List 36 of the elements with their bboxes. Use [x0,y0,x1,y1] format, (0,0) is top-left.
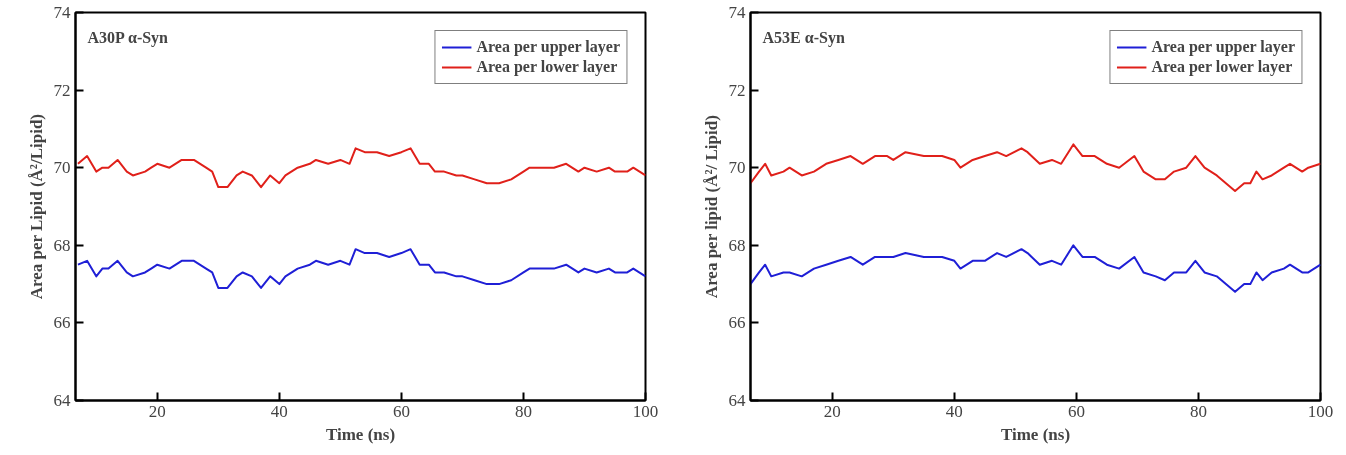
y-tick-label: 74 [53,3,71,22]
x-tick-label: 20 [148,401,166,421]
y-axis-title: Area per lipid (Å²/ Lipid) [701,115,721,299]
line-series [750,143,1321,192]
y-tick-label: 64 [53,391,71,410]
y-tick-label: 66 [728,313,746,333]
x-axis-title: Time (ns) [1000,424,1071,444]
line-series [76,248,646,289]
x-tick-label: 20 [823,401,841,421]
x-axis-title: Time (ns) [325,424,396,444]
y-axis-title: Area per Lipid (Å²/Lipid) [26,113,46,300]
x-tick-label: 60 [392,401,410,421]
y-tick-label: 70 [728,158,746,178]
y-tick-label: 72 [728,80,746,100]
line-series [76,147,646,189]
x-tick-label: 80 [1189,401,1207,421]
y-tick-label: 74 [728,3,746,22]
y-tick-label: 66 [53,313,71,333]
y-tick-label: 64 [728,391,746,410]
x-tick-label: 100 [1307,401,1334,421]
y-tick-label: 70 [53,158,71,178]
y-tick-label: 68 [728,235,746,255]
y-tick-label: 72 [53,80,71,100]
legend-label: Area per lower layer [476,58,618,76]
legend-label: Area per lower layer [1151,58,1293,76]
annotation: A53E α-Syn [762,28,845,47]
line-series [750,244,1321,293]
legend-label: Area per upper layer [1151,38,1295,56]
x-tick-label: 40 [270,401,288,421]
x-tick-label: 60 [1067,401,1085,421]
y-tick-label: 68 [53,235,71,255]
x-tick-label: 80 [514,401,532,421]
annotation: A30P α-Syn [87,28,169,47]
legend-label: Area per upper layer [476,38,620,56]
x-tick-label: 100 [632,401,659,421]
x-tick-label: 40 [945,401,963,421]
